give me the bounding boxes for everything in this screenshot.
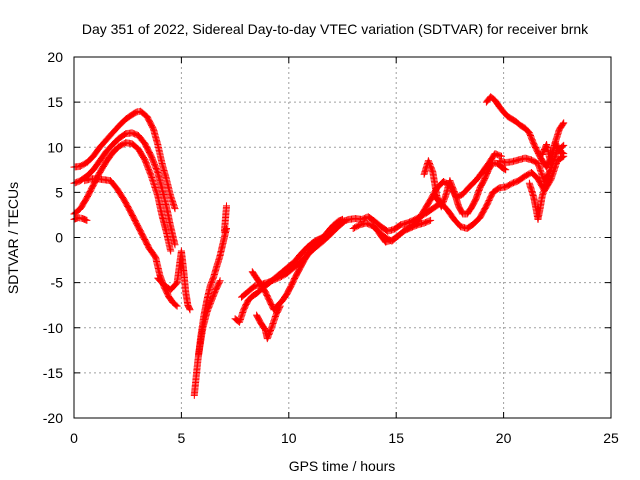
series-track-i xyxy=(220,202,230,236)
series-markers xyxy=(220,202,230,236)
x-tick-labels: 0 5 10 15 20 25 xyxy=(70,430,619,446)
chart-title: Day 351 of 2022, Sidereal Day-to-day VTE… xyxy=(82,21,589,37)
y-tick-label: 0 xyxy=(55,230,63,246)
series-markers xyxy=(70,214,91,224)
y-tick-label: 10 xyxy=(47,139,63,155)
series-track-l xyxy=(248,234,325,314)
axis-ticks xyxy=(73,56,612,419)
y-tick-label: 20 xyxy=(47,49,63,65)
x-tick-label: 5 xyxy=(178,430,186,446)
y-tick-labels: -20 -15 -10 -5 0 5 10 15 20 xyxy=(43,49,63,426)
series-track-h xyxy=(195,277,224,359)
x-tick-label: 25 xyxy=(603,430,619,446)
series-markers xyxy=(538,139,568,167)
y-tick-label: -20 xyxy=(43,410,63,426)
series-markers xyxy=(420,157,510,218)
series-track-u xyxy=(525,179,551,223)
x-tick-label: 10 xyxy=(281,430,297,446)
series-markers xyxy=(154,247,194,314)
series-track-f xyxy=(154,247,194,314)
x-tick-label: 20 xyxy=(496,430,512,446)
series-track-v xyxy=(538,139,568,167)
x-tick-label: 0 xyxy=(70,430,78,446)
y-tick-label: -10 xyxy=(43,320,63,336)
y-axis-label: SDTVAR / TECUs xyxy=(5,182,21,294)
y-tick-label: 5 xyxy=(55,184,63,200)
series-markers xyxy=(253,302,284,343)
series-track-d xyxy=(81,175,181,310)
series-markers xyxy=(81,175,181,310)
series-track-m xyxy=(253,302,284,343)
grid xyxy=(74,57,611,418)
x-tick-label: 15 xyxy=(388,430,404,446)
data-points xyxy=(70,93,568,399)
y-tick-label: 15 xyxy=(47,94,63,110)
series-markers xyxy=(248,234,325,314)
series-track-q xyxy=(420,157,510,218)
series-track-e xyxy=(70,214,91,224)
x-axis-label: GPS time / hours xyxy=(289,458,396,474)
series-markers xyxy=(525,179,551,223)
y-tick-label: -5 xyxy=(51,275,64,291)
y-tick-label: -15 xyxy=(43,365,63,381)
series-markers xyxy=(195,277,224,359)
